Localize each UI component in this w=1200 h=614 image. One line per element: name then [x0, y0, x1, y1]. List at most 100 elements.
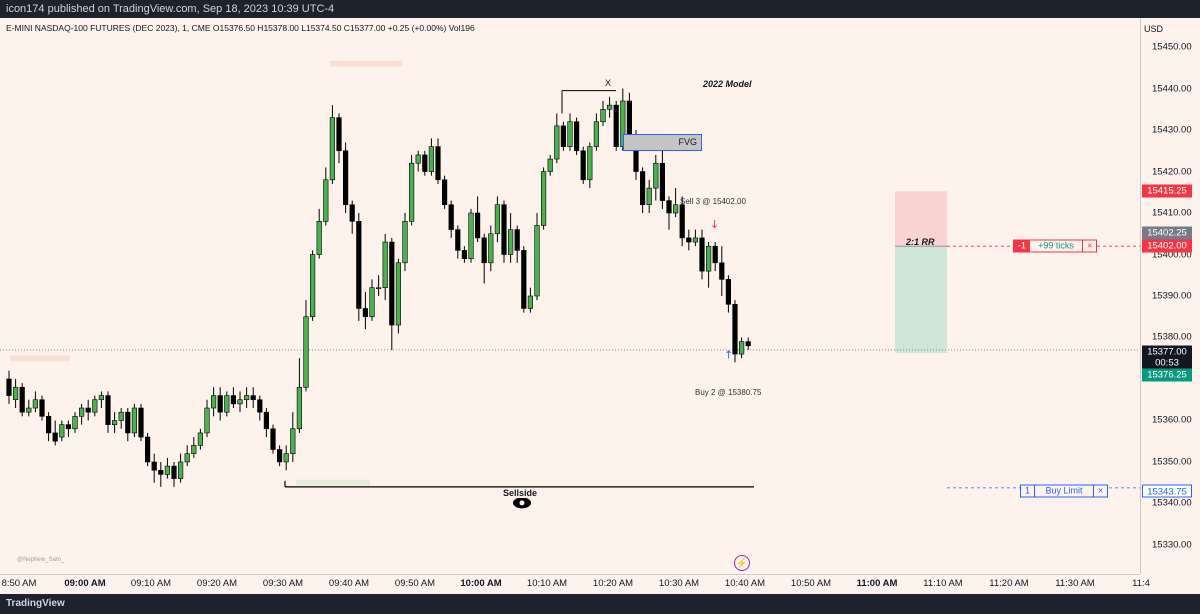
- position-line-label[interactable]: -1 +99 ticks ×: [1013, 239, 1098, 253]
- candle: [85, 407, 91, 413]
- candle: [606, 104, 613, 110]
- candle: [705, 245, 712, 272]
- price-scale[interactable]: [1140, 18, 1200, 574]
- candle: [481, 237, 487, 264]
- candle: [600, 108, 606, 123]
- candle: [250, 395, 256, 401]
- close-limit-icon[interactable]: ×: [1093, 485, 1107, 497]
- candle: [468, 212, 474, 259]
- lightning-icon[interactable]: ⚡: [734, 555, 750, 571]
- candle: [474, 212, 481, 239]
- price-tick-label: 15430.00: [1152, 124, 1192, 136]
- candle: [349, 204, 355, 222]
- candle: [362, 308, 369, 318]
- candle: [118, 411, 124, 421]
- candle: [276, 449, 283, 463]
- rr-label: 2:1 RR: [906, 237, 935, 247]
- candle: [620, 100, 626, 147]
- position-qty: -1: [1014, 240, 1031, 252]
- candle: [455, 229, 461, 251]
- candle: [145, 436, 151, 463]
- candle: [692, 237, 698, 243]
- publish-header-text: icon174 published on TradingView.com, Se…: [6, 3, 335, 15]
- candle: [290, 428, 296, 454]
- price-tick-label: 15360.00: [1152, 414, 1192, 426]
- candle: [699, 237, 705, 272]
- tradingview-logo[interactable]: TradingView: [6, 598, 65, 609]
- time-tick-label: 09:30 AM: [262, 578, 304, 589]
- fvg-box[interactable]: FVG: [623, 134, 702, 151]
- candle: [6, 378, 12, 396]
- time-tick-label: 11:00 AM: [856, 578, 898, 589]
- last-price-tag: 15377.00: [1142, 345, 1192, 359]
- candle: [441, 179, 448, 206]
- candle: [626, 100, 632, 139]
- candle: [197, 432, 204, 446]
- highlight-zone: [330, 60, 402, 67]
- currency-label: USD: [1144, 24, 1164, 34]
- entry-price-tag: 15402.25: [1142, 226, 1192, 240]
- candle: [263, 411, 270, 430]
- author-watermark: @Nephew_Sam_: [17, 557, 65, 563]
- candle: [369, 287, 375, 318]
- candle: [389, 241, 395, 326]
- candle: [342, 150, 349, 206]
- candle: [738, 341, 745, 355]
- candle: [666, 200, 672, 214]
- candle: [32, 399, 38, 409]
- candle: [309, 254, 316, 318]
- price-tick-label: 15400.00: [1152, 249, 1192, 260]
- limit-price-tag: 15343.75: [1142, 484, 1192, 498]
- candle: [745, 341, 751, 347]
- candle: [560, 125, 566, 147]
- candle: [131, 407, 138, 434]
- candle: [171, 465, 177, 479]
- time-tick-label: 11:4: [1132, 578, 1150, 589]
- publish-header: icon174 published on TradingView.com, Se…: [0, 0, 1200, 18]
- candle: [45, 416, 52, 434]
- price-tick-label: 15450.00: [1152, 41, 1192, 53]
- candle: [13, 386, 19, 401]
- candle: [244, 395, 250, 401]
- candle: [211, 395, 217, 409]
- candle: [59, 424, 65, 438]
- candle: [72, 416, 78, 430]
- candle: [488, 233, 494, 264]
- price-tick-label: 15350.00: [1152, 456, 1192, 468]
- candle: [39, 399, 45, 417]
- time-axis[interactable]: [0, 574, 1140, 595]
- price-tick-label: 15420.00: [1152, 166, 1192, 178]
- candle: [375, 287, 382, 290]
- candle: [725, 279, 731, 305]
- candle: [164, 465, 171, 475]
- candle: [554, 125, 560, 160]
- candle: [224, 395, 230, 413]
- candle: [402, 221, 408, 264]
- candle: [422, 154, 428, 172]
- profit-zone: [895, 246, 947, 354]
- candle: [501, 204, 507, 255]
- highlight-zone: [296, 479, 370, 486]
- sellside-label: Sellside: [500, 488, 541, 498]
- candle: [105, 395, 111, 425]
- candle: [461, 250, 468, 259]
- candle: [415, 154, 421, 164]
- eye-pupil: [519, 500, 525, 506]
- time-tick-label: 8:50 AM: [1, 578, 37, 589]
- candle: [230, 395, 237, 405]
- candle: [428, 146, 435, 172]
- limit-order-label[interactable]: 1 Buy Limit ×: [1020, 484, 1109, 498]
- candle: [65, 424, 71, 430]
- candle: [547, 158, 553, 172]
- candle: [98, 395, 104, 401]
- candle: [323, 179, 329, 222]
- price-tick-label: 15340.00: [1152, 497, 1192, 509]
- candle: [382, 241, 388, 289]
- limit-qty: 1: [1025, 485, 1031, 496]
- close-position-icon[interactable]: ×: [1082, 240, 1096, 252]
- footer-bar: TradingView: [0, 594, 1200, 614]
- price-chart[interactable]: ↓↑: [0, 18, 1140, 574]
- price-tick-label: 15440.00: [1152, 83, 1192, 95]
- candle: [567, 121, 573, 147]
- candle: [19, 386, 25, 413]
